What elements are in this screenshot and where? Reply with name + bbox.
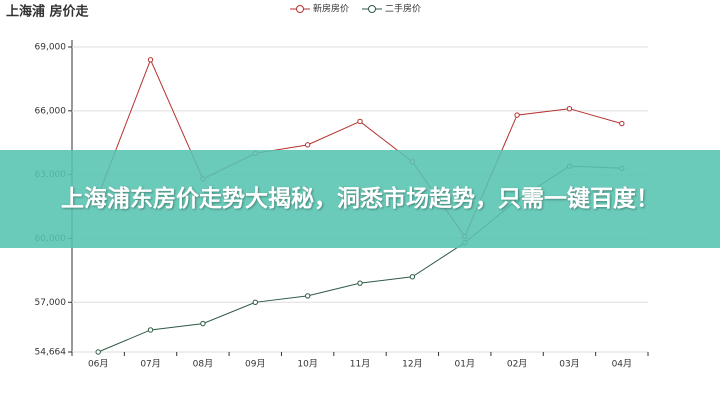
legend-marker xyxy=(368,5,376,13)
y-tick-label: 57,000 xyxy=(35,298,67,308)
data-point xyxy=(514,112,520,118)
x-tick-label: 01月 xyxy=(455,359,475,370)
overlay-banner: 上海浦东房价走势大揭秘，洞悉市场趋势，只需一键百度！ xyxy=(0,150,720,248)
data-point xyxy=(304,142,311,148)
data-point xyxy=(147,327,154,333)
y-tick-label: 54,664 xyxy=(35,348,67,358)
x-tick-label: 09月 xyxy=(245,359,265,370)
chart-title: 上海浦 房价走 xyxy=(6,4,90,20)
legend-label: 新房房价 xyxy=(313,3,349,15)
x-tick-label: 07月 xyxy=(140,359,160,370)
legend-label: 二手房价 xyxy=(385,3,421,15)
x-tick-label: 10月 xyxy=(297,359,317,370)
x-tick-label: 06月 xyxy=(88,359,108,370)
x-tick-label: 08月 xyxy=(193,359,213,370)
overlay-text: 上海浦东房价走势大揭秘，洞悉市场趋势，只需一键百度！ xyxy=(61,186,659,212)
data-point xyxy=(357,280,363,286)
data-point xyxy=(252,299,258,306)
data-point xyxy=(409,274,416,280)
data-point xyxy=(304,293,311,299)
x-tick-label: 11月 xyxy=(350,359,370,370)
data-point xyxy=(357,118,363,125)
x-tick-label: 03月 xyxy=(559,359,579,370)
legend-marker xyxy=(296,5,304,13)
x-tick-label: 12月 xyxy=(402,359,422,370)
data-point xyxy=(200,320,206,327)
data-point xyxy=(147,57,154,63)
y-tick-label: 69,000 xyxy=(35,43,67,53)
data-point xyxy=(619,120,625,127)
y-tick-label: 66,000 xyxy=(35,106,67,116)
x-tick-label: 04月 xyxy=(612,359,632,370)
x-tick-label: 02月 xyxy=(507,359,527,370)
data-point xyxy=(566,105,573,112)
data-point xyxy=(95,349,101,355)
